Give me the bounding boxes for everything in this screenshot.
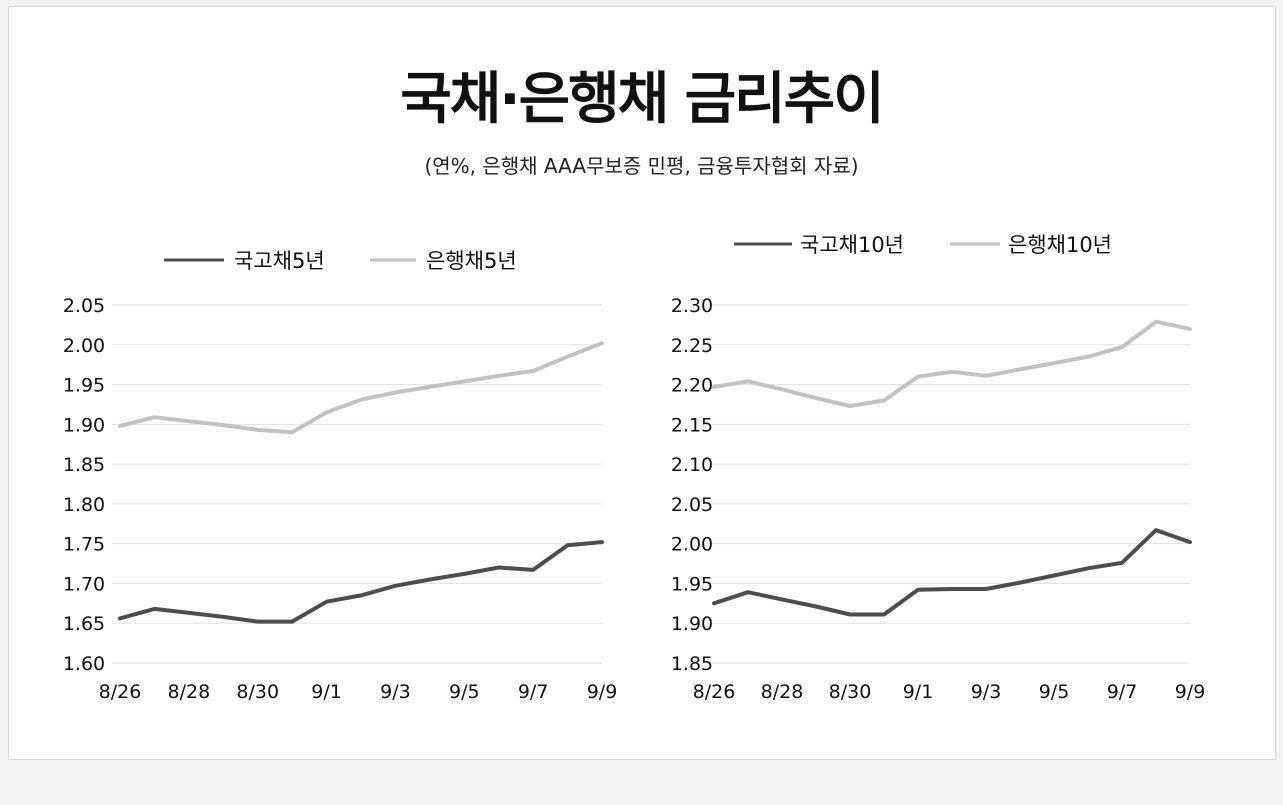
chart-5y-y-tick: 2.00 [63, 335, 105, 357]
chart-10y-x-tick: 8/30 [829, 681, 872, 703]
chart-10y-x-tick: 9/7 [1107, 681, 1138, 703]
chart-10y-x-tick: 9/3 [971, 681, 1002, 703]
chart-10y-y-tick: 1.85 [671, 653, 713, 675]
chart-10y-x-tick: 8/26 [693, 681, 736, 703]
chart-5y-legend-label-1: 은행채5년 [426, 249, 517, 273]
chart-10y-y-tick: 2.25 [671, 335, 713, 357]
chart-10y-y-tick: 2.15 [671, 414, 713, 436]
chart-10y-x-tick: 9/1 [903, 681, 934, 703]
chart-5y-y-tick: 1.60 [63, 653, 105, 675]
chart-10y-x-tick: 9/5 [1039, 681, 1070, 703]
chart-5y-x-tick: 8/26 [99, 681, 142, 703]
chart-10y-y-tick: 2.00 [671, 534, 713, 556]
chart-card [8, 6, 1276, 760]
page-title: 국채·은행채 금리추이 [400, 67, 884, 132]
chart-10y-series-line-1 [712, 319, 1192, 408]
chart-10y-y-tick: 2.20 [671, 375, 713, 397]
chart-10y-y-tick: 2.05 [671, 494, 713, 516]
chart-5y-x-tick: 9/7 [518, 681, 549, 703]
chart-10y-legend-label-1: 은행채10년 [1008, 233, 1112, 257]
chart-5y-y-tick: 1.75 [63, 534, 105, 556]
page-subtitle: (연%, 은행채 AAA무보증 민평, 금융투자협회 자료) [424, 154, 859, 178]
chart-5y-x-tick: 9/3 [380, 681, 411, 703]
chart-5y-legend-label-0: 국고채5년 [234, 249, 325, 273]
chart-10y-y-tick: 2.10 [671, 454, 713, 476]
chart-10y-series-line-0 [712, 528, 1192, 617]
chart-5y-x-tick: 8/30 [236, 681, 279, 703]
chart-5y-y-tick: 1.80 [63, 494, 105, 516]
chart-10y-legend-label-0: 국고채10년 [800, 233, 904, 257]
chart-10y-y-tick: 1.95 [671, 573, 713, 595]
chart-5y-series-line-1 [118, 341, 604, 435]
chart-10y-x-tick: 8/28 [761, 681, 804, 703]
chart-5y-x-tick: 9/1 [311, 681, 342, 703]
chart-5y-y-tick: 1.65 [63, 613, 105, 635]
chart-5y-series-line-0 [118, 540, 604, 624]
chart-5y-y-tick: 1.95 [63, 375, 105, 397]
chart-10y-y-tick: 1.90 [671, 613, 713, 635]
chart-5y-x-tick: 9/5 [449, 681, 480, 703]
chart-5y-x-tick: 8/28 [168, 681, 211, 703]
chart-5y-y-tick: 2.05 [63, 295, 105, 317]
chart-10y-y-tick: 2.30 [671, 295, 713, 317]
chart-5y-y-tick: 1.85 [63, 454, 105, 476]
chart-5y-y-tick: 1.70 [63, 573, 105, 595]
chart-5y-x-tick: 9/9 [587, 681, 618, 703]
chart-10y-x-tick: 9/9 [1175, 681, 1206, 703]
chart-5y-y-tick: 1.90 [63, 414, 105, 436]
